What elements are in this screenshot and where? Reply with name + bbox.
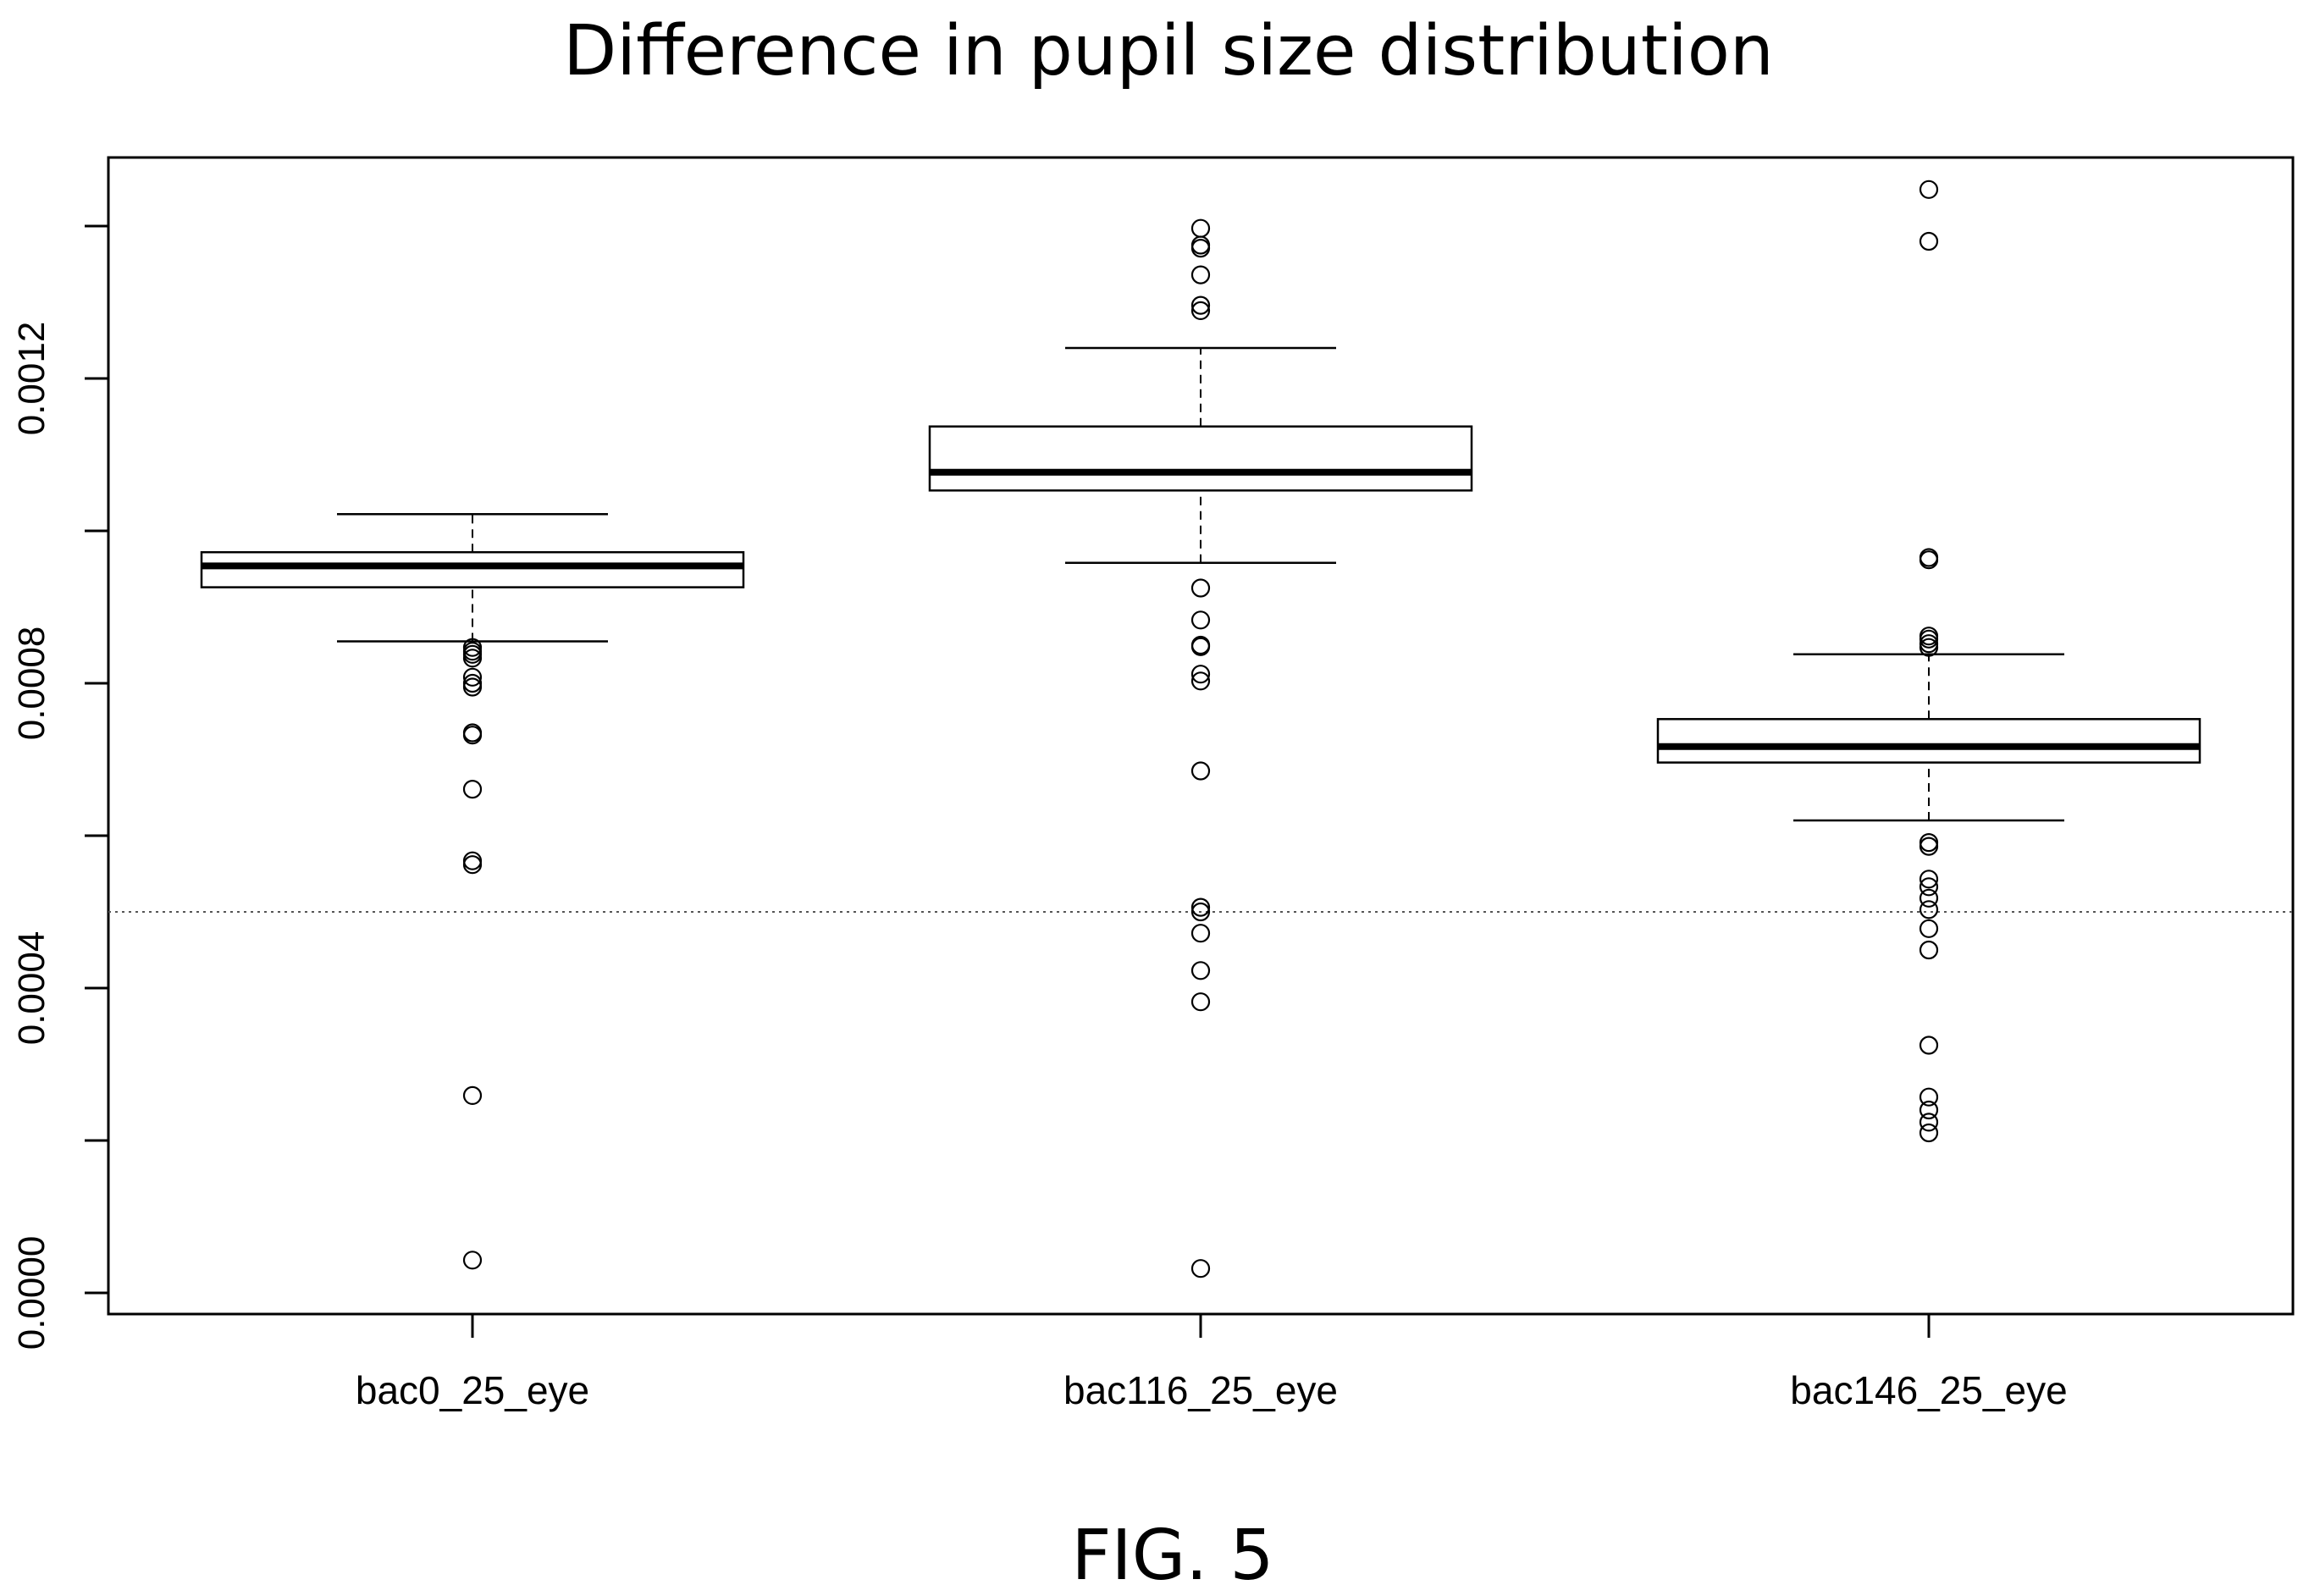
outlier-point (1919, 877, 1939, 897)
outlier-point (1919, 1035, 1939, 1055)
outlier-point (1190, 992, 1211, 1012)
outlier-point (1190, 671, 1211, 691)
outlier-point (462, 851, 483, 870)
iqr-box (200, 550, 745, 588)
x-category-label: bac0_25_eye (356, 1368, 589, 1412)
outlier-point (1190, 239, 1211, 258)
outlier-point (1190, 924, 1211, 943)
y-tick-label: 0.0012 (11, 322, 52, 436)
outlier-point (1919, 231, 1939, 251)
outlier-point (1190, 610, 1211, 630)
outlier-point (1190, 218, 1211, 238)
outlier-point (1190, 301, 1211, 320)
outlier-point (462, 779, 483, 799)
outlier-point (462, 1085, 483, 1106)
outlier-point (1919, 1113, 1939, 1132)
iqr-box (1656, 718, 2201, 764)
outlier-point (1919, 940, 1939, 960)
outlier-point (1919, 638, 1939, 657)
outlier-point (1919, 888, 1939, 908)
box-group (1656, 179, 2201, 1143)
outlier-point (1190, 295, 1211, 315)
outlier-point (1919, 179, 1939, 199)
box-group (200, 512, 745, 1270)
outlier-point (1919, 1087, 1939, 1107)
outlier-point (462, 649, 483, 668)
outlier-point (1919, 832, 1939, 853)
figure-caption: FIG. 5 (1071, 1516, 1273, 1596)
y-axis: 0.0000 0.0004 0.0008 0.0012 (11, 224, 108, 1350)
outlier-point (1190, 665, 1211, 684)
y-tick-label: 0.0000 (11, 1236, 52, 1350)
outlier-point (462, 667, 483, 687)
outlier-point (1919, 837, 1939, 856)
outlier-point (1190, 902, 1211, 922)
x-axis: bac0_25_eye bac116_25_eye bac146_25_eye (356, 1314, 2068, 1412)
y-tick-label: 0.0008 (11, 627, 52, 741)
outlier-point (1190, 961, 1211, 980)
iqr-box (928, 425, 1473, 492)
outlier-point (462, 1251, 483, 1270)
chart-title: Difference in pupil size distribution (563, 11, 1774, 91)
outlier-point (1919, 900, 1939, 919)
y-tick-label: 0.0004 (11, 931, 52, 1046)
outlier-point (462, 855, 483, 875)
outlier-point (462, 726, 483, 745)
outlier-point (462, 677, 483, 697)
outlier-point (1190, 1259, 1211, 1278)
outlier-point (1919, 919, 1939, 938)
outlier-point (1190, 897, 1211, 917)
outlier-point (1190, 761, 1211, 781)
x-category-label: bac146_25_eye (1790, 1368, 2067, 1412)
outlier-point (1919, 629, 1939, 649)
boxes-layer (200, 179, 2201, 1278)
box-group (928, 218, 1473, 1278)
outlier-point (1190, 578, 1211, 598)
outlier-point (1190, 635, 1211, 655)
outlier-point (1190, 265, 1211, 284)
x-category-label: bac116_25_eye (1063, 1368, 1338, 1412)
outlier-point (1919, 1100, 1939, 1120)
outlier-point (1919, 870, 1939, 889)
outlier-point (1190, 637, 1211, 656)
outlier-point (1919, 550, 1939, 570)
outlier-point (1919, 1123, 1939, 1143)
